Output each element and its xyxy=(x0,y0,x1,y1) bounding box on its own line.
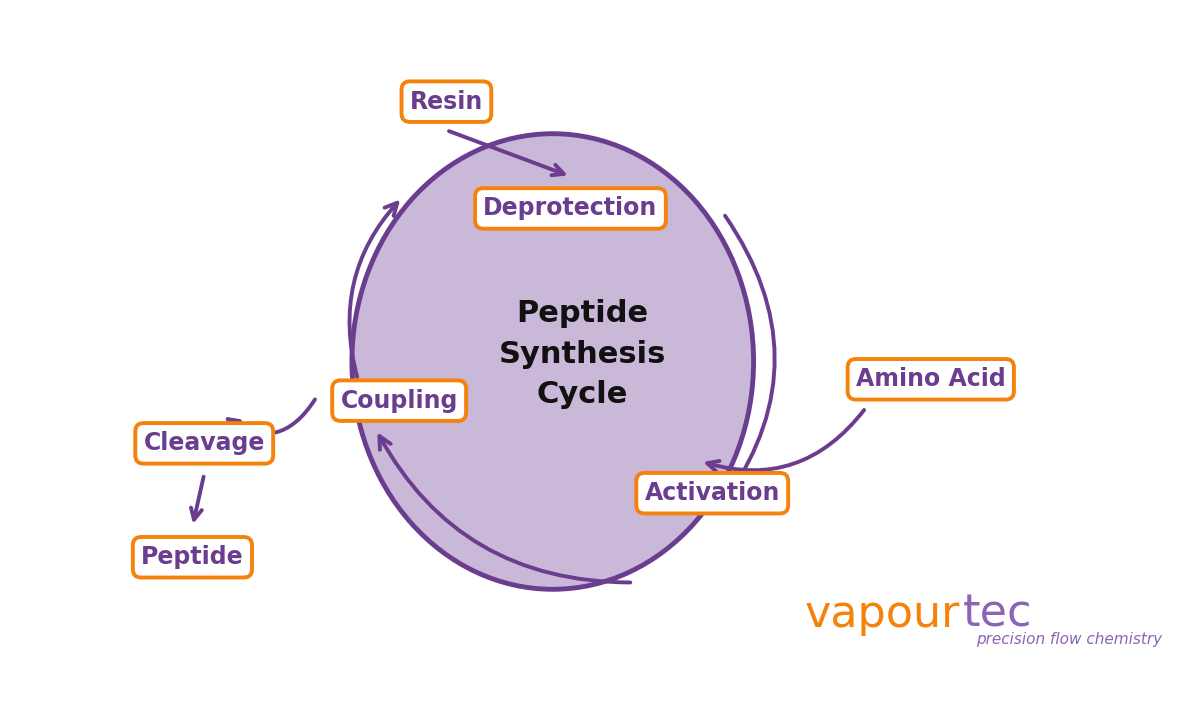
Text: Amino Acid: Amino Acid xyxy=(856,367,1006,391)
Text: Cleavage: Cleavage xyxy=(144,432,265,455)
Text: precision flow chemistry: precision flow chemistry xyxy=(976,632,1162,646)
Text: Deprotection: Deprotection xyxy=(484,197,658,221)
Text: tec: tec xyxy=(962,593,1032,636)
Text: Peptide: Peptide xyxy=(142,545,244,569)
Text: vapour: vapour xyxy=(805,593,960,636)
Ellipse shape xyxy=(352,134,754,589)
Text: Activation: Activation xyxy=(644,482,780,505)
Text: Peptide
Synthesis
Cycle: Peptide Synthesis Cycle xyxy=(498,299,666,409)
Text: Resin: Resin xyxy=(409,90,484,114)
Text: Coupling: Coupling xyxy=(341,389,458,413)
